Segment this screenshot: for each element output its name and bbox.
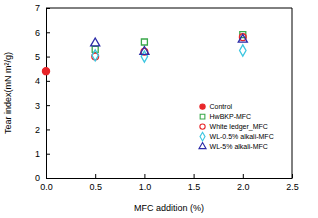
x-axis-title: MFC addition (%)	[134, 203, 204, 213]
x-axis: 0.0 0.5 1.0 1.5 2.0 2.5	[40, 174, 299, 192]
legend-symbol	[199, 142, 206, 148]
tick-mark	[46, 57, 50, 58]
legend-label: HwBKP-MFC	[210, 113, 252, 120]
x-tick: 1.5	[188, 174, 201, 192]
legend-item: WL-0.5% alkali-MFC	[200, 132, 274, 141]
tick-mark	[95, 174, 96, 178]
points	[42, 32, 247, 75]
point	[240, 45, 246, 56]
tick-label: 1.0	[139, 182, 152, 192]
tick-label: 6	[35, 28, 40, 38]
tick-label: 2.0	[237, 182, 250, 192]
tick-mark	[46, 178, 50, 179]
tick-mark	[46, 32, 50, 33]
x-tick: 2.0	[237, 174, 250, 192]
point	[141, 51, 147, 62]
tick-mark	[243, 174, 244, 178]
point	[42, 68, 49, 75]
y-tick: 1	[35, 149, 50, 159]
legend-symbol	[200, 124, 205, 129]
legend-item: WL-5% alkali-MFC	[199, 142, 268, 150]
tick-label: 0	[35, 173, 40, 183]
axis-line	[46, 9, 47, 179]
legend-item: Control	[200, 103, 233, 110]
tick-mark	[46, 81, 50, 82]
legend-item: White ledger_MFC	[200, 123, 268, 131]
legend-item: HwBKP-MFC	[200, 113, 251, 120]
legend: Control HwBKP-MFC White ledger_MFC WL-0.5% …	[199, 103, 274, 150]
tick-label: 0.5	[89, 182, 102, 192]
tick-mark	[46, 105, 50, 106]
chart: 0.0 0.5 1.0 1.5 2.0 2.5 0 1 2 3 4 5 6 7 Control HwBKP-M…	[0, 0, 318, 218]
point	[91, 38, 100, 46]
plot: 0.0 0.5 1.0 1.5 2.0 2.5 0 1 2 3 4 5 6 7 Control HwBKP-M…	[35, 3, 299, 192]
tick-mark	[46, 154, 50, 155]
tick-mark	[194, 174, 195, 178]
tick-label: 7	[35, 3, 40, 13]
tick-mark	[46, 129, 50, 130]
tick-label: 1.5	[188, 182, 201, 192]
tick-label: 2	[35, 125, 40, 135]
x-tick: 0.5	[89, 174, 102, 192]
y-tick: 4	[35, 76, 50, 86]
point	[141, 39, 147, 45]
y-tick: 2	[35, 125, 50, 135]
tick-label: 4	[35, 76, 40, 86]
legend-label: WL-5% alkali-MFC	[210, 143, 268, 150]
legend-label: WL-0.5% alkali-MFC	[210, 133, 274, 140]
legend-symbol	[200, 132, 205, 141]
y-tick: 3	[35, 101, 50, 111]
y-axis: 0 1 2 3 4 5 6 7	[35, 3, 50, 183]
point	[238, 34, 247, 42]
x-tick: 1.0	[139, 174, 152, 192]
y-axis-title: Tear index(mN m²/g)	[3, 52, 13, 134]
frame	[46, 8, 292, 178]
y-tick: 0	[35, 173, 50, 183]
point	[140, 46, 149, 54]
tick-label: 0.0	[40, 182, 53, 192]
tick-label: 2.5	[286, 182, 299, 192]
tick-label: 5	[35, 52, 40, 62]
legend-symbol	[200, 104, 205, 109]
y-tick: 6	[35, 28, 50, 38]
tick-label: 3	[35, 101, 40, 111]
axis-line	[47, 178, 293, 179]
y-tick: 5	[35, 52, 50, 62]
legend-label: White ledger_MFC	[210, 123, 268, 131]
tick-mark	[144, 174, 145, 178]
point	[92, 50, 98, 61]
legend-symbol	[200, 114, 205, 119]
tick-label: 1	[35, 149, 40, 159]
legend-label: Control	[210, 103, 233, 110]
